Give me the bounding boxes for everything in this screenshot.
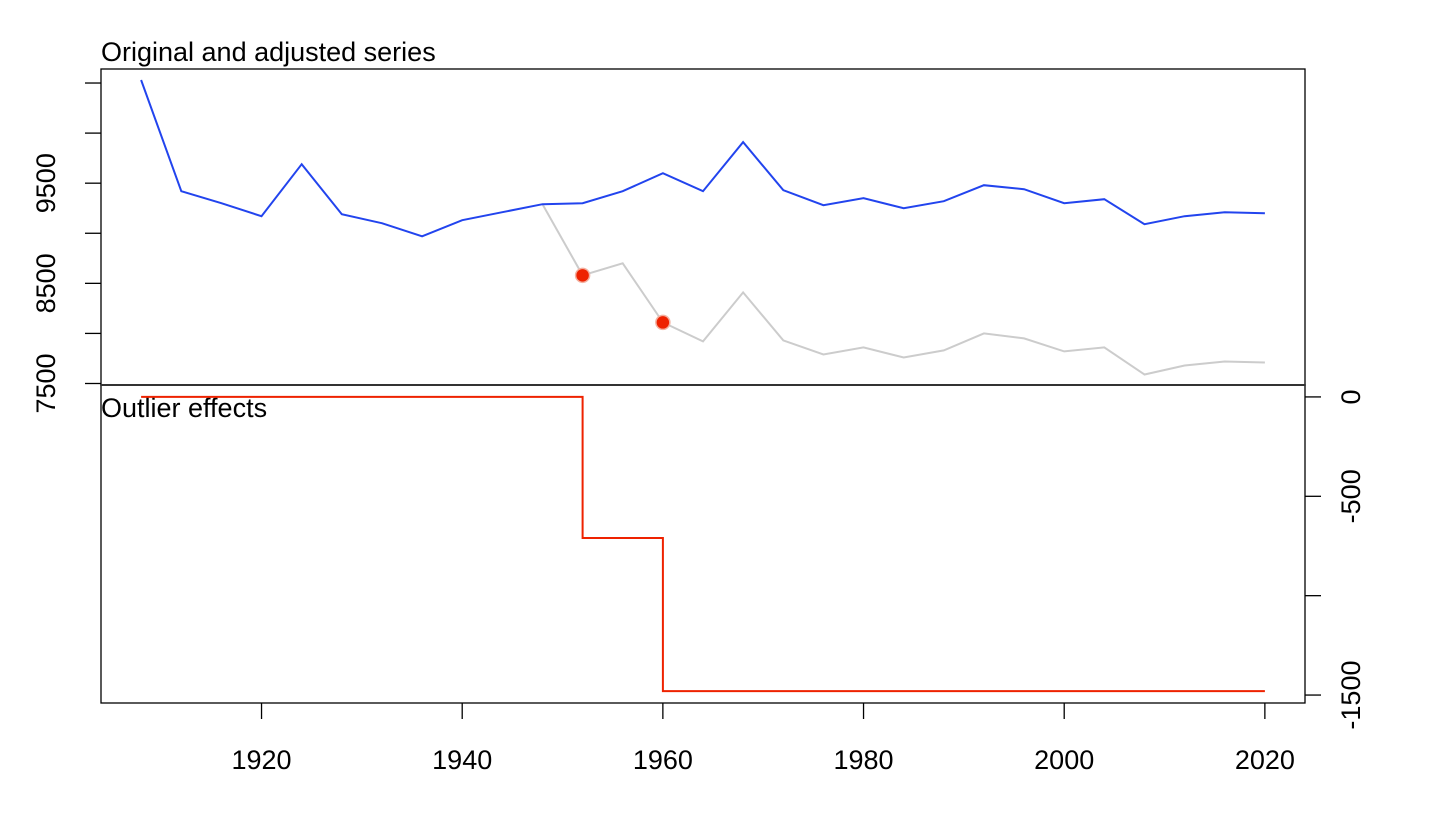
top-y-tick-label: 9500	[31, 153, 61, 213]
adjusted-series-line	[140, 79, 1265, 238]
top-y-tick-label: 8500	[31, 253, 61, 313]
top-y-tick-label: 7500	[31, 353, 61, 413]
bottom-series-layer	[141, 395, 1265, 693]
bottom-panel: Outlier effects 0-500-1500 1920 1940 1960 1…	[100, 384, 1366, 775]
x-tick-label: 1920	[231, 745, 291, 775]
bottom-y-axis: 0 -500 -1500	[1305, 389, 1366, 730]
top-panel-title: Original and adjusted series	[101, 37, 436, 67]
x-tick-label: 1980	[833, 745, 893, 775]
bottom-y-tick-label: -500	[1336, 469, 1366, 523]
bottom-panel-title: Outlier effects	[101, 393, 267, 423]
x-tick-label: 1960	[633, 745, 693, 775]
outlier-marker	[574, 267, 591, 284]
outlier-effects-line	[141, 395, 1265, 693]
x-axis: 1920 1940 1960 1980 2000 2020	[231, 703, 1295, 775]
top-y-axis: 7500 8500 9500	[31, 82, 101, 414]
bottom-y-tick-label: -1500	[1336, 661, 1366, 730]
x-tick-label: 1940	[432, 745, 492, 775]
x-tick-label: 2020	[1235, 745, 1295, 775]
outlier-marker	[655, 314, 671, 331]
bottom-y-tick-label: 0	[1336, 389, 1366, 404]
x-tick-label: 2000	[1034, 745, 1094, 775]
top-series-layer	[140, 79, 1265, 376]
top-panel: Original and adjusted series 7500 8500 950…	[31, 37, 1306, 414]
